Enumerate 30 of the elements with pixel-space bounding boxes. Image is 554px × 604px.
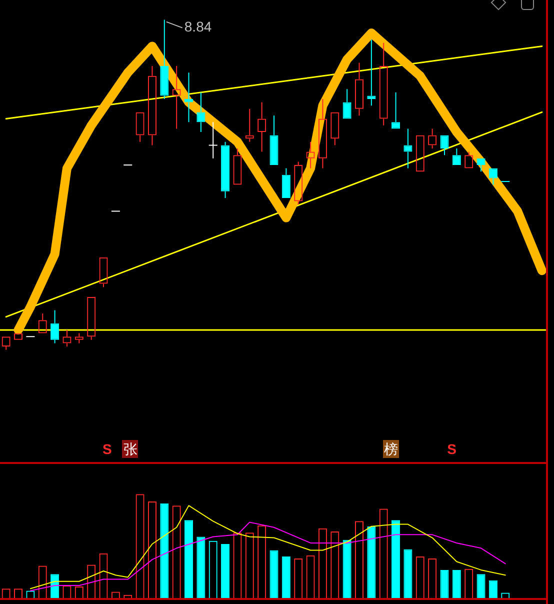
annotation: 8.84 (184, 18, 212, 35)
text: 榜 (382, 440, 399, 458)
candlestick (184, 72, 194, 123)
candlestick (221, 141, 230, 198)
bar (270, 550, 278, 598)
candlestick (404, 128, 412, 169)
text: 张 (122, 440, 138, 458)
candlestick (208, 122, 218, 159)
bar (404, 549, 412, 598)
candlestick (50, 310, 60, 344)
bar (488, 580, 498, 598)
bar (50, 574, 60, 598)
bar (160, 504, 169, 598)
bar (392, 520, 400, 598)
candlestick (160, 19, 169, 100)
bar (367, 526, 376, 598)
bar (282, 556, 290, 598)
bar (184, 520, 194, 598)
text: S (447, 440, 456, 458)
bar (342, 540, 352, 598)
bar (440, 570, 449, 598)
bar (221, 544, 230, 598)
bar (476, 574, 486, 598)
candlestick (282, 168, 290, 198)
bar (196, 536, 206, 598)
candlestick (270, 115, 278, 165)
candlestick (342, 88, 352, 119)
bar (452, 570, 461, 598)
candlestick (367, 39, 376, 106)
text: S (102, 440, 112, 458)
